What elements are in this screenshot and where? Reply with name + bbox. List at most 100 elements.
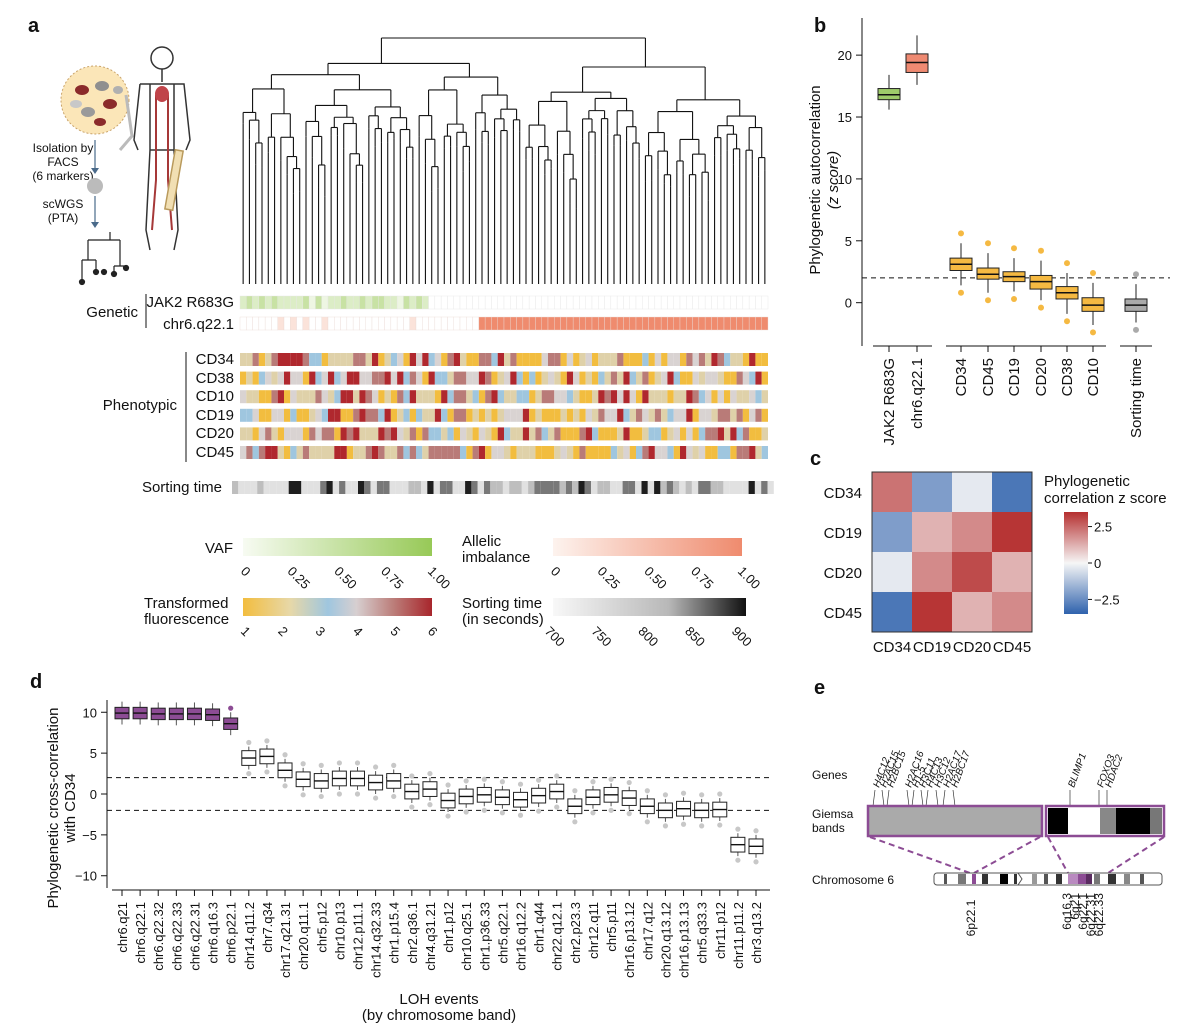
phenotype-cell [598,446,605,459]
jak2-cell [522,295,530,310]
panel-d-x-label: chr5.q22.1 [495,902,510,963]
sorting-cell [250,481,258,494]
phenotype-cell [680,371,687,385]
phenotype-cell [447,427,454,441]
legend-tick-label: 0 [548,564,564,580]
jak2-row-label: JAK2 R683G [146,294,234,311]
phenotype-cell [535,446,542,459]
phenotype-cell [334,408,341,422]
phenotype-cell [397,408,404,422]
phenotype-cell [592,353,599,366]
phenotype-cell [579,353,586,366]
phenotype-cell [460,408,467,422]
phenotype-cell [397,446,404,459]
phenotype-cell [296,390,303,404]
phenotype-cell [485,371,492,385]
heatmap-border [871,471,1033,633]
phenotype-cell [277,390,284,404]
chr6-cell [491,316,498,331]
phenotype-cell [240,408,247,422]
cd45-row-label: CD45 [196,444,234,461]
chr6-cell [667,316,674,331]
phenotype-cell [453,371,460,385]
phenotype-cell [604,408,611,422]
phenotype-cell [573,371,580,385]
gene-pointer [872,789,876,807]
sorting-cell [295,481,302,494]
panel-d-y-tick-label: 5 [90,746,97,761]
sorting-legend-title-1: Sorting time [462,595,542,612]
chr6-cell [730,316,737,331]
phenotype-cell [604,427,611,441]
phenotype-cell [428,353,435,366]
phenotype-cell [717,408,724,422]
panel-d-x-label: chr6.q21 [115,902,130,953]
panel-d-xlabel-1: LOH events [399,991,478,1008]
phenotype-cell [428,446,435,459]
phenotype-cell [566,427,574,441]
panel-d-outlier [300,761,306,767]
phenotype-cell [485,353,492,366]
schematic: Isolation by FACS (6 markers) scWGS (PTA… [32,46,191,286]
sorting-cell [729,481,736,494]
phenotype-cell [434,353,442,366]
sorting-cell [616,481,623,494]
phenotype-cell [749,390,756,404]
chr6-cell [440,316,448,331]
panel-d-outlier [662,792,669,798]
fluor-ticks: 1 2 3 4 5 6 [238,624,441,640]
phenotype-cell [409,446,416,459]
legend-tick-label: 0.50 [331,564,360,593]
panel-d-x-label: chr10.p13 [332,902,347,960]
phenotype-cell [359,446,366,459]
phenotype-cell [692,427,699,441]
phenotype-cell [541,446,548,459]
phenotype-cell [510,353,517,366]
allelic-legend-title-2: imbalance [462,549,530,566]
sorting-cell [313,481,321,494]
heatmap-scale-tick-label: 0 [1094,556,1101,571]
phenotype-cell [378,408,385,422]
panel-d-outlier [373,795,379,801]
jak2-cell [541,295,549,310]
chromosome-band [1140,874,1144,884]
phenotype-cell [548,390,555,404]
phenotype-cell [510,446,517,459]
jak2-cell [378,295,385,310]
phenotype-cell [365,427,372,441]
phenotype-cell [535,353,542,366]
jak2-cell [579,295,586,310]
phenotype-cell [252,353,259,366]
bone-connector [118,94,134,151]
phenotype-cell [510,390,517,404]
phenotype-cell [673,390,680,404]
phenotype-cell [491,390,498,404]
step-facs: FACS [47,155,78,169]
chr6-cell [497,316,505,331]
panel-d-outlier [409,804,415,810]
chr6-cell [503,316,511,331]
phenotype-cell [466,353,473,366]
sorting-cell [408,481,415,494]
panel-d-x-label: chr6.q22.1 [133,902,148,963]
phenotype-cell [661,446,668,459]
phenotype-cell [441,427,448,441]
jak2-cell [472,295,480,310]
panel-b-outlier [1133,326,1139,333]
sorting-cell [232,481,239,494]
phenotype-cell [422,390,429,404]
phenotype-cell [554,408,561,422]
panel-d-x-label: chr12.p11.1 [350,902,365,970]
phenotype-cell [573,427,580,441]
panel-d-y-tick-label: 0 [90,787,97,802]
phenotype-cell [761,408,768,422]
panel-d-x-label: chr6.q22.31 [187,902,202,971]
jak2-cell [673,295,681,310]
legend-tick-label: 0.75 [688,564,717,593]
phenotype-cell [617,353,624,366]
chr6-cell [642,316,649,331]
panel-d-y-tick-label: −10 [75,869,97,884]
panel-e: e Genes Giemsa bands Chromosome 6 H4C12H… [812,677,1166,936]
phenotype-cell [384,371,391,385]
